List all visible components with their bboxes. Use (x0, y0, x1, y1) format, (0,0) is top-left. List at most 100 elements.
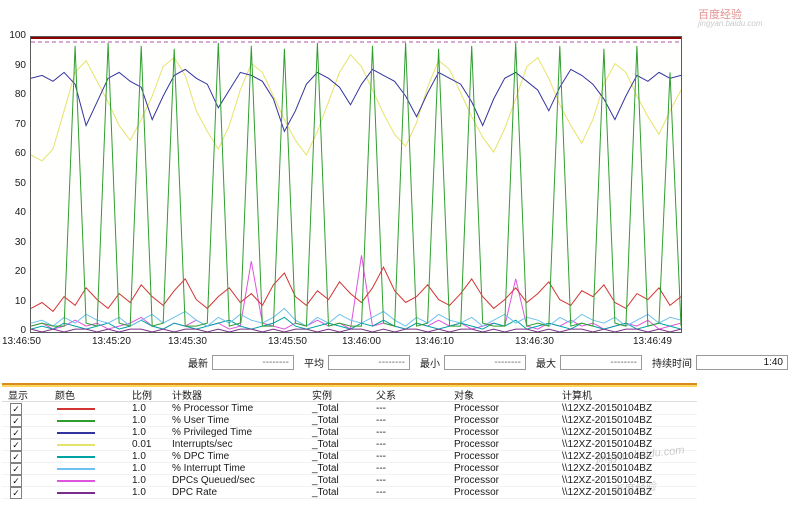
scale-cell: 1.0 (132, 414, 146, 426)
series-dpc-rate (31, 328, 681, 332)
object-cell: Processor (454, 426, 500, 438)
object-cell: Processor (454, 462, 500, 474)
counter-cell: % Processor Time (172, 402, 254, 414)
color-cell (47, 431, 120, 434)
show-checkbox[interactable]: ✓ (10, 426, 22, 439)
show-cell: ✓ (2, 402, 47, 415)
color-sample-line (57, 455, 95, 458)
series-interrupts-sec (31, 53, 681, 162)
table-row[interactable]: ✓ 1.0 % Processor Time _Total --- Processor \\… (2, 402, 697, 415)
table-row[interactable]: ✓ 0.01 Interrupts/sec _Total --- Processor \\1… (2, 438, 697, 451)
color-sample-line (57, 419, 95, 422)
instance-cell: _Total (312, 402, 339, 414)
object-cell: Processor (454, 486, 500, 498)
x-tick-label: 13:46:50 (2, 336, 41, 347)
show-checkbox[interactable]: ✓ (10, 402, 22, 415)
table-row[interactable]: ✓ 1.0 % DPC Time _Total --- Processor \\12XZ-2… (2, 450, 697, 463)
show-cell: ✓ (2, 462, 47, 475)
show-checkbox[interactable]: ✓ (10, 450, 22, 463)
show-checkbox[interactable]: ✓ (10, 474, 22, 487)
instance-cell: _Total (312, 438, 339, 450)
column-header[interactable]: 父系 (376, 391, 396, 402)
table-row[interactable]: ✓ 1.0 % Interrupt Time _Total --- Processor \\… (2, 462, 697, 475)
parent-cell: --- (376, 462, 386, 474)
series--interrupt-time (31, 307, 681, 327)
table-row[interactable]: ✓ 1.0 % Privileged Time _Total --- Processor \… (2, 426, 697, 439)
x-tick-label: 13:46:00 (342, 336, 381, 347)
show-checkbox[interactable]: ✓ (10, 486, 22, 499)
show-cell: ✓ (2, 474, 47, 487)
average-value: -------- (328, 355, 410, 370)
counter-cell: % Interrupt Time (172, 462, 246, 474)
duration-label: 持续时间 (652, 359, 692, 370)
legend-table: ✓ 1.0 % Processor Time _Total --- Processor \\… (2, 402, 697, 499)
column-header[interactable]: 计算机 (562, 391, 592, 402)
table-row[interactable]: ✓ 1.0 % User Time _Total --- Processor \\12XZ-… (2, 414, 697, 427)
chart-plot-area[interactable] (30, 36, 682, 333)
counter-cell: % User Time (172, 414, 230, 426)
computer-cell: \\12XZ-20150104BZ (562, 462, 653, 474)
column-header[interactable]: 比例 (132, 391, 152, 402)
computer-cell: \\12XZ-20150104BZ (562, 414, 653, 426)
series--user-time (31, 42, 681, 327)
scale-cell: 1.0 (132, 462, 146, 474)
show-checkbox[interactable]: ✓ (10, 462, 22, 475)
instance-cell: _Total (312, 462, 339, 474)
y-tick-label: 20 (14, 266, 26, 277)
table-row[interactable]: ✓ 1.0 DPC Rate _Total --- Processor \\12XZ-201… (2, 486, 697, 499)
y-tick-label: 30 (14, 236, 26, 248)
x-tick-label: 13:46:10 (415, 336, 454, 347)
series-dpcs-queued-sec (31, 255, 681, 330)
maximum-label: 最大 (536, 359, 556, 370)
object-cell: Processor (454, 438, 500, 450)
column-header[interactable]: 颜色 (55, 391, 75, 402)
show-cell: ✓ (2, 438, 47, 451)
minimum-value: -------- (444, 355, 526, 370)
computer-cell: \\12XZ-20150104BZ (562, 402, 653, 414)
parent-cell: --- (376, 426, 386, 438)
parent-cell: --- (376, 450, 386, 462)
scale-cell: 0.01 (132, 438, 152, 450)
table-row[interactable]: ✓ 1.0 DPCs Queued/sec _Total --- Processor \\1… (2, 474, 697, 487)
color-cell (47, 419, 120, 422)
computer-cell: \\12XZ-20150104BZ (562, 486, 653, 498)
color-sample-line (57, 431, 95, 434)
watermark-brand: 百度经验 (698, 9, 742, 21)
object-cell: Processor (454, 450, 500, 462)
last-label: 最新 (188, 359, 208, 370)
show-checkbox[interactable]: ✓ (10, 438, 22, 451)
x-tick-label: 13:46:30 (515, 336, 554, 347)
show-cell: ✓ (2, 426, 47, 439)
color-cell (47, 491, 120, 494)
parent-cell: --- (376, 474, 386, 486)
legend-header-row: 显示 颜色 比例 计数器 实例 父系 对象 计算机 (2, 388, 697, 402)
show-cell: ✓ (2, 486, 47, 499)
watermark-site-top: jingyan.baidu.com (698, 19, 763, 28)
y-tick-label: 100 (9, 30, 26, 41)
y-tick-label: 80 (14, 89, 26, 100)
separator-bar (2, 383, 697, 387)
x-tick-label: 13:46:49 (633, 336, 672, 347)
column-header[interactable]: 对象 (454, 391, 474, 402)
scale-cell: 1.0 (132, 486, 146, 498)
average-label: 平均 (304, 359, 324, 370)
column-header[interactable]: 显示 (8, 391, 28, 402)
color-cell (47, 455, 120, 458)
parent-cell: --- (376, 438, 386, 450)
color-sample-line (57, 479, 95, 482)
x-tick-label: 13:45:50 (268, 336, 307, 347)
show-checkbox[interactable]: ✓ (10, 414, 22, 427)
column-header[interactable]: 计数器 (172, 391, 202, 402)
stats-bar: 最新 -------- 平均 -------- 最小 -------- 最大 -… (178, 355, 788, 370)
counter-cell: Interrupts/sec (172, 438, 233, 450)
column-header[interactable]: 实例 (312, 391, 332, 402)
scale-cell: 1.0 (132, 402, 146, 414)
counter-cell: DPC Rate (172, 486, 218, 498)
show-cell: ✓ (2, 414, 47, 427)
color-sample-line (57, 491, 95, 494)
maximum-value: -------- (560, 355, 642, 370)
x-tick-label: 13:45:20 (92, 336, 131, 347)
computer-cell: \\12XZ-20150104BZ (562, 438, 653, 450)
instance-cell: _Total (312, 450, 339, 462)
